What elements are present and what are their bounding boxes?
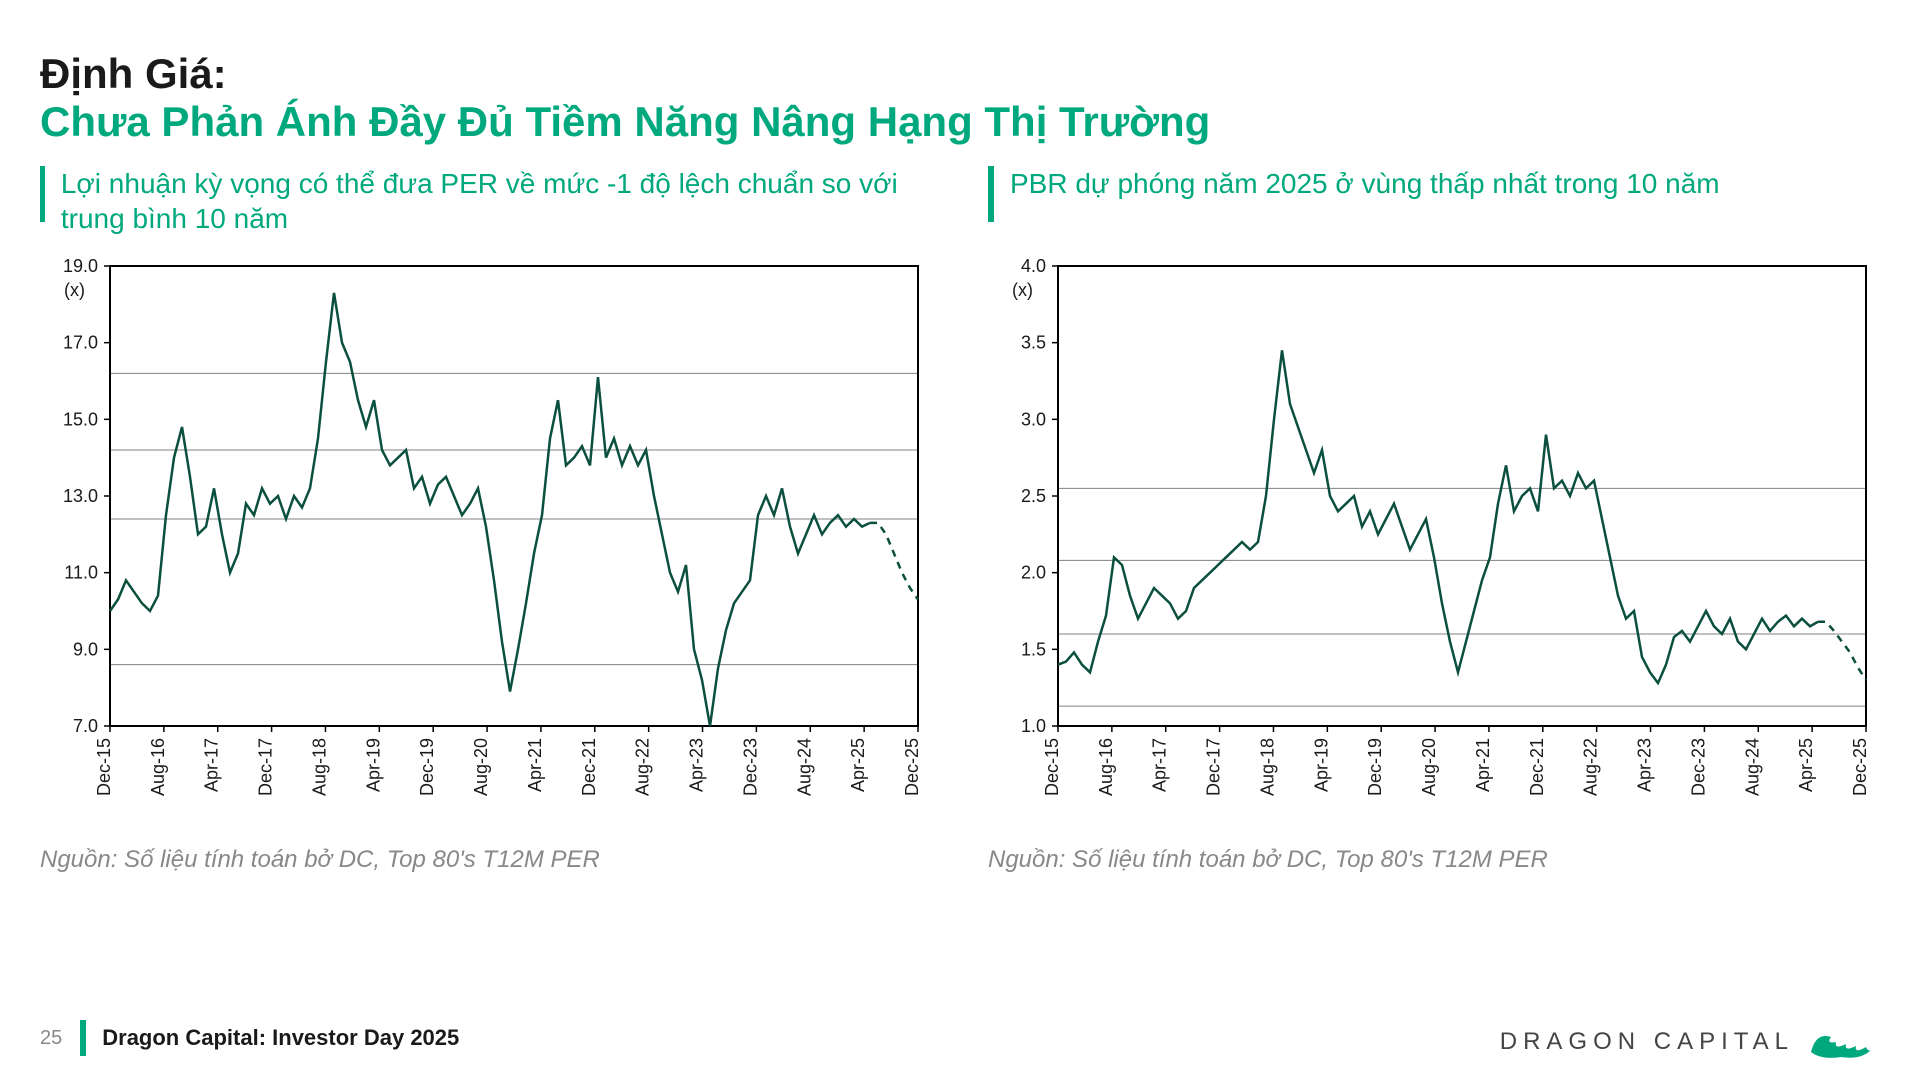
charts-row: Lợi nhuận kỳ vọng có thể đưa PER về mức … bbox=[40, 166, 1876, 1066]
svg-text:9.0: 9.0 bbox=[73, 639, 98, 659]
svg-text:Aug-18: Aug-18 bbox=[1257, 738, 1277, 796]
svg-text:Dec-25: Dec-25 bbox=[1850, 738, 1870, 796]
dragon-icon bbox=[1806, 1022, 1876, 1062]
svg-text:Apr-25: Apr-25 bbox=[1796, 738, 1816, 792]
svg-text:Aug-20: Aug-20 bbox=[471, 738, 491, 796]
svg-text:Apr-23: Apr-23 bbox=[687, 738, 707, 792]
svg-text:Aug-24: Aug-24 bbox=[794, 738, 814, 796]
chart-right-source: Nguồn: Số liệu tính toán bở DC, Top 80's… bbox=[988, 846, 1876, 874]
svg-text:(x): (x) bbox=[64, 280, 85, 300]
svg-text:Dec-17: Dec-17 bbox=[256, 738, 276, 796]
page-number: 25 bbox=[40, 1027, 62, 1050]
svg-text:Aug-18: Aug-18 bbox=[309, 738, 329, 796]
chart-right: 1.0 1.5 2.0 2.5 3.0 3.5 4.0 (x) Dec-15 Aug-16 Apr-… bbox=[988, 256, 1876, 816]
svg-text:4.0: 4.0 bbox=[1021, 256, 1046, 276]
svg-text:Apr-17: Apr-17 bbox=[1150, 738, 1170, 792]
svg-text:Dec-19: Dec-19 bbox=[417, 738, 437, 796]
accent-bar-icon bbox=[988, 166, 994, 222]
svg-text:Dec-19: Dec-19 bbox=[1365, 738, 1385, 796]
svg-text:Apr-23: Apr-23 bbox=[1635, 738, 1655, 792]
svg-text:3.0: 3.0 bbox=[1021, 409, 1046, 429]
svg-text:Apr-25: Apr-25 bbox=[848, 738, 868, 792]
svg-text:Dec-21: Dec-21 bbox=[579, 738, 599, 796]
slide: Định Giá: Chưa Phản Ánh Đầy Đủ Tiềm Năng… bbox=[0, 0, 1916, 1086]
svg-text:2.5: 2.5 bbox=[1021, 486, 1046, 506]
svg-text:Dec-15: Dec-15 bbox=[94, 738, 114, 796]
svg-text:Dec-23: Dec-23 bbox=[1688, 738, 1708, 796]
svg-text:2.0: 2.0 bbox=[1021, 563, 1046, 583]
svg-text:15.0: 15.0 bbox=[63, 409, 98, 429]
accent-bar-icon bbox=[80, 1020, 86, 1056]
chart-left-col: Lợi nhuận kỳ vọng có thể đưa PER về mức … bbox=[40, 166, 928, 1066]
chart-right-subtitle: PBR dự phóng năm 2025 ở vùng thấp nhất t… bbox=[1010, 166, 1720, 201]
svg-text:11.0: 11.0 bbox=[64, 563, 98, 583]
svg-text:Dec-25: Dec-25 bbox=[902, 738, 922, 796]
svg-text:Aug-16: Aug-16 bbox=[148, 738, 168, 796]
svg-text:1.5: 1.5 bbox=[1021, 639, 1046, 659]
svg-text:Apr-19: Apr-19 bbox=[363, 738, 383, 792]
svg-text:Aug-22: Aug-22 bbox=[633, 738, 653, 796]
svg-text:Dec-15: Dec-15 bbox=[1042, 738, 1062, 796]
footer-text: Dragon Capital: Investor Day 2025 bbox=[102, 1025, 459, 1051]
accent-bar-icon bbox=[40, 166, 45, 222]
svg-text:Aug-20: Aug-20 bbox=[1419, 738, 1439, 796]
svg-text:13.0: 13.0 bbox=[63, 486, 98, 506]
svg-text:Dec-17: Dec-17 bbox=[1204, 738, 1224, 796]
svg-text:3.5: 3.5 bbox=[1021, 333, 1046, 353]
svg-text:(x): (x) bbox=[1012, 280, 1033, 300]
brand-text: DRAGON CAPITAL bbox=[1500, 1028, 1794, 1056]
chart-left-subtitle-wrap: Lợi nhuận kỳ vọng có thể đưa PER về mức … bbox=[40, 166, 928, 236]
svg-text:17.0: 17.0 bbox=[63, 333, 98, 353]
svg-text:Dec-21: Dec-21 bbox=[1527, 738, 1547, 796]
svg-text:7.0: 7.0 bbox=[73, 716, 98, 736]
svg-text:Aug-22: Aug-22 bbox=[1581, 738, 1601, 796]
chart-left: 7.0 9.0 11.0 13.0 15.0 17.0 19.0 (x) Dec-15 Aug-1… bbox=[40, 256, 928, 816]
svg-text:Apr-19: Apr-19 bbox=[1311, 738, 1331, 792]
svg-text:19.0: 19.0 bbox=[63, 256, 98, 276]
svg-text:Apr-21: Apr-21 bbox=[525, 738, 545, 792]
chart-right-subtitle-wrap: PBR dự phóng năm 2025 ở vùng thấp nhất t… bbox=[988, 166, 1876, 236]
chart-left-subtitle: Lợi nhuận kỳ vọng có thể đưa PER về mức … bbox=[61, 166, 928, 236]
chart-right-col: PBR dự phóng năm 2025 ở vùng thấp nhất t… bbox=[988, 166, 1876, 1066]
brand-block: DRAGON CAPITAL bbox=[1500, 1022, 1876, 1062]
svg-text:Dec-23: Dec-23 bbox=[740, 738, 760, 796]
svg-text:1.0: 1.0 bbox=[1021, 716, 1046, 736]
svg-text:Apr-17: Apr-17 bbox=[202, 738, 222, 792]
title-line2: Chưa Phản Ánh Đầy Đủ Tiềm Năng Nâng Hạng… bbox=[40, 98, 1876, 146]
chart-left-source: Nguồn: Số liệu tính toán bở DC, Top 80's… bbox=[40, 846, 928, 874]
title-line1: Định Giá: bbox=[40, 50, 1876, 98]
title-block: Định Giá: Chưa Phản Ánh Đầy Đủ Tiềm Năng… bbox=[40, 50, 1876, 146]
svg-text:Apr-21: Apr-21 bbox=[1473, 738, 1493, 792]
svg-text:Aug-16: Aug-16 bbox=[1096, 738, 1116, 796]
svg-text:Aug-24: Aug-24 bbox=[1742, 738, 1762, 796]
